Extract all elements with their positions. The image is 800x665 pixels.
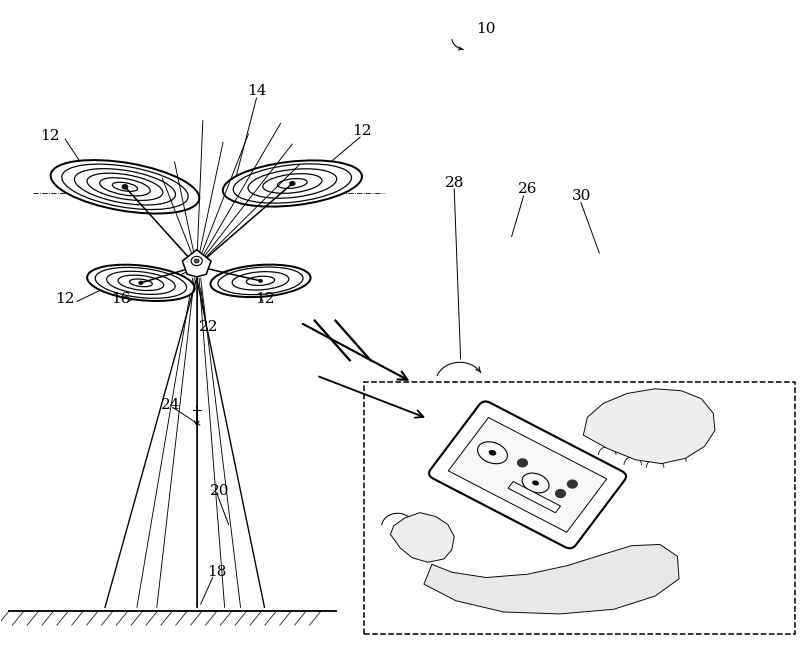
Polygon shape <box>424 545 679 614</box>
Ellipse shape <box>210 265 310 297</box>
Polygon shape <box>390 513 454 563</box>
Ellipse shape <box>138 281 143 285</box>
Bar <box>508 481 561 513</box>
FancyBboxPatch shape <box>429 402 626 549</box>
Text: 12: 12 <box>40 130 59 144</box>
Ellipse shape <box>532 480 539 485</box>
Text: 14: 14 <box>247 84 266 98</box>
Text: 16: 16 <box>111 292 131 306</box>
Text: 12: 12 <box>55 292 75 306</box>
Ellipse shape <box>191 256 202 265</box>
Text: 10: 10 <box>476 22 495 36</box>
Ellipse shape <box>87 265 194 301</box>
Text: 26: 26 <box>518 182 538 196</box>
Text: 12: 12 <box>352 124 372 138</box>
Text: 18: 18 <box>207 565 226 579</box>
Ellipse shape <box>50 160 199 213</box>
Ellipse shape <box>489 450 496 456</box>
Text: 28: 28 <box>445 176 464 190</box>
Text: 22: 22 <box>199 319 218 334</box>
Ellipse shape <box>122 184 128 190</box>
Text: 20: 20 <box>210 483 230 497</box>
Ellipse shape <box>194 259 199 263</box>
Ellipse shape <box>223 160 362 207</box>
Text: 30: 30 <box>571 189 590 203</box>
Ellipse shape <box>555 489 566 498</box>
Ellipse shape <box>290 182 295 186</box>
Text: 12: 12 <box>255 292 274 306</box>
Ellipse shape <box>517 458 528 467</box>
Ellipse shape <box>258 279 262 283</box>
FancyBboxPatch shape <box>448 418 606 532</box>
Bar <box>364 382 794 634</box>
Polygon shape <box>182 250 211 277</box>
Polygon shape <box>583 389 715 464</box>
Ellipse shape <box>566 479 578 489</box>
Text: 24: 24 <box>161 398 180 412</box>
